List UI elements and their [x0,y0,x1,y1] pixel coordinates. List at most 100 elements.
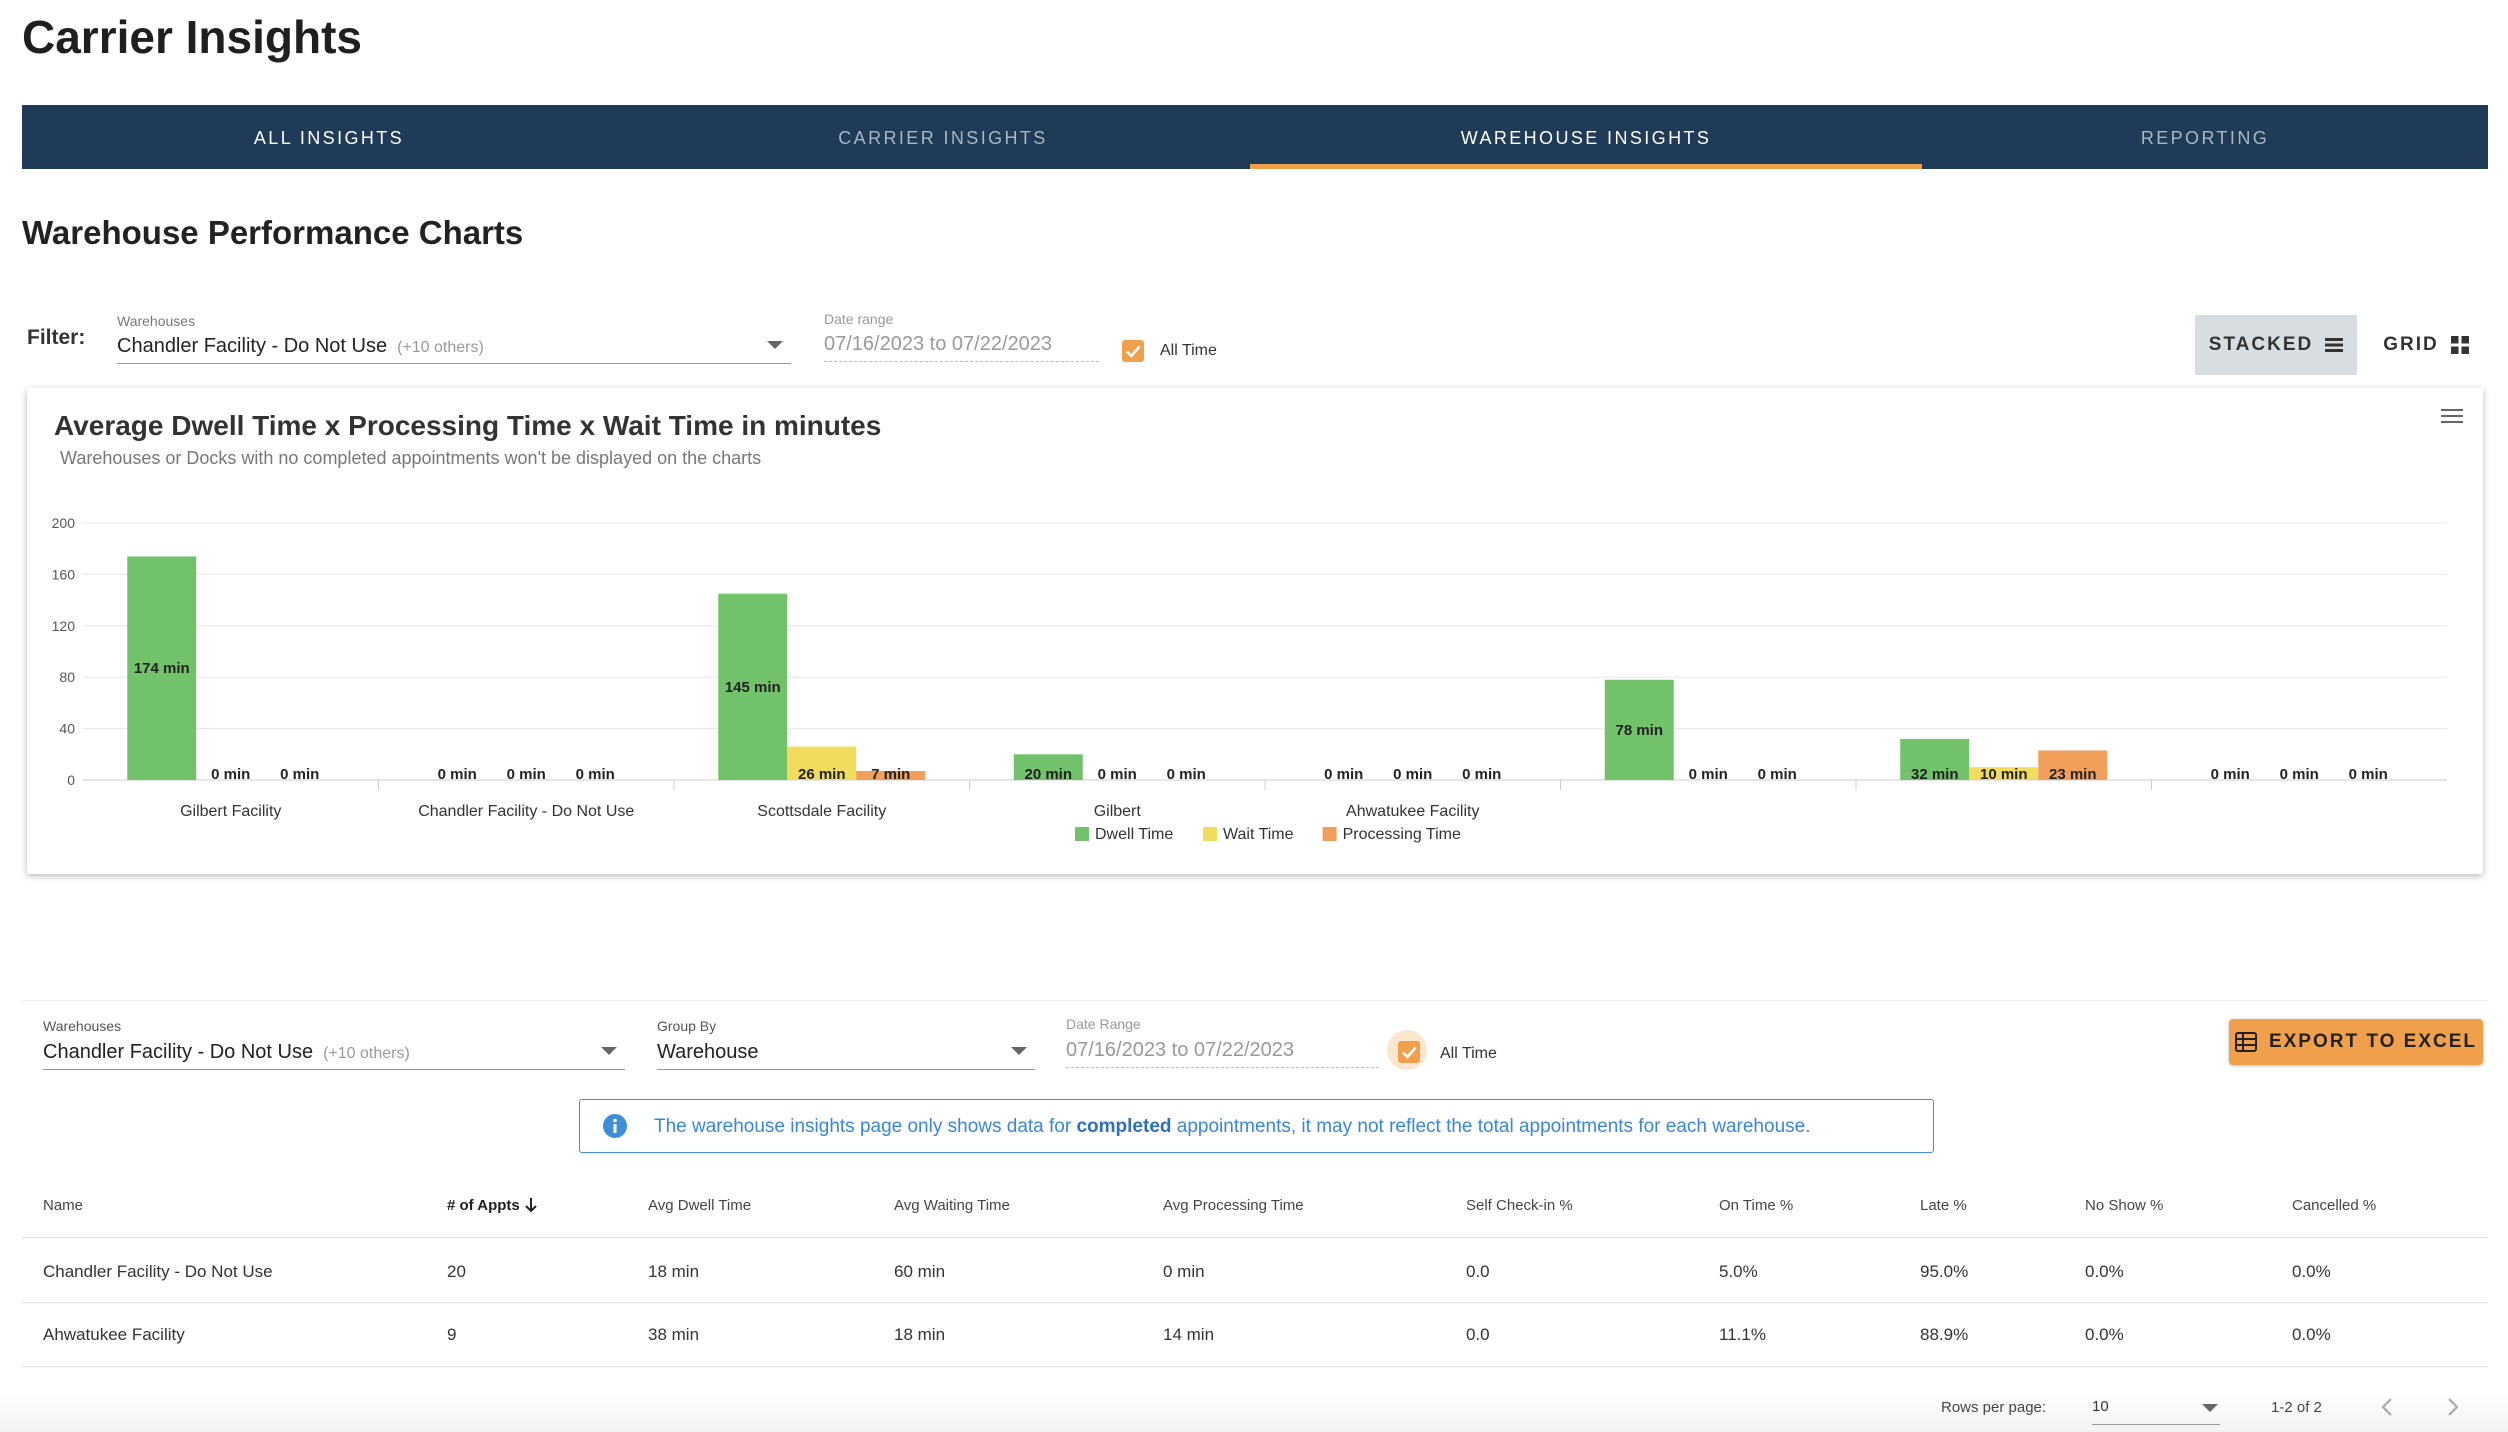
legend-swatch [1075,827,1089,841]
filter-label: Filter: [27,326,86,349]
bar [127,556,197,780]
row-divider [22,1366,2488,1367]
chart-subtitle: Warehouses or Docks with no completed ap… [60,448,762,468]
tab-bar: ALL INSIGHTS CARRIER INSIGHTS WAREHOUSE … [22,105,2488,169]
warehouses-select-hint: (+10 others) [397,339,484,356]
cell-avg-processing: 0 min [1163,1262,1205,1281]
group-by-select[interactable]: Warehouse [657,1031,1035,1070]
date-range-label: Date range [824,311,894,327]
data-label: 145 min [725,679,781,696]
column-header-no-show[interactable]: No Show % [2085,1197,2164,1214]
date-range-input[interactable]: 07/16/2023 to 07/22/2023 [824,333,1099,362]
info-banner: The warehouse insights page only shows d… [579,1099,1934,1153]
data-label: 174 min [134,660,190,677]
data-label: 10 min [1980,766,2028,783]
stacked-view-button[interactable]: STACKED [2195,315,2357,375]
warehouses-filter-label: Warehouses [117,313,196,329]
banner-text: The warehouse insights page only shows d… [654,1116,1810,1138]
data-label: 0 min [576,766,615,783]
data-label: 78 min [1615,722,1663,739]
bar [1969,767,2039,780]
cell-on-time: 11.1% [1719,1325,1766,1344]
column-header-name[interactable]: Name [43,1197,84,1214]
x-tick-label: Ahwatukee Facility [1346,803,1479,820]
legend-label: Processing Time [1343,826,1461,843]
data-label: 0 min [1324,766,1363,783]
export-to-excel-button[interactable]: EXPORT TO EXCEL [2229,1019,2483,1065]
column-header-avg-dwell[interactable]: Avg Dwell Time [648,1197,752,1214]
chevron-down-icon [2202,1404,2218,1412]
info-icon [603,1114,627,1138]
cell-cancelled: 0.0% [2292,1262,2331,1281]
chevron-right-icon[interactable] [2446,1396,2460,1418]
data-label: 26 min [798,766,846,783]
cell-late: 95.0% [1920,1262,1969,1281]
rows-per-page-value: 10 [2092,1398,2109,1415]
table-warehouses-select[interactable]: Chandler Facility - Do Not Use (+10 other… [43,1031,625,1070]
y-tick-label: 200 [52,515,76,531]
data-label: 20 min [1024,766,1072,783]
tab-reporting[interactable]: REPORTING [2140,128,2270,148]
row-divider [22,1302,2488,1303]
chart-menu-icon[interactable] [2441,408,2463,424]
data-label: 0 min [2211,766,2250,783]
column-header-late[interactable]: Late % [1920,1197,1967,1214]
cell-self-checkin: 0.0 [1466,1262,1490,1281]
bar [787,746,857,780]
y-tick-label: 40 [59,721,75,737]
table-date-range-input[interactable]: 07/16/2023 to 07/22/2023 [1066,1039,1379,1068]
warehouses-select[interactable]: Chandler Facility - Do Not Use (+10 other… [117,325,791,364]
bar [1013,754,1083,780]
y-tick-label: 80 [59,669,75,685]
banner-text-after: appointments, it may not reflect the tot… [1171,1116,1811,1137]
cell-avg-processing: 14 min [1163,1325,1215,1344]
tab-warehouse-insights[interactable]: WAREHOUSE INSIGHTS [1250,105,1922,169]
chevron-down-icon [767,341,783,349]
column-header-on-time[interactable]: On Time % [1719,1197,1794,1214]
column-header-self-checkin[interactable]: Self Check-in % [1466,1197,1573,1214]
bar-chart: 0 40 80 120 160 200 174 min 0 min 0 min Gilbert F… [52,515,2447,843]
cell-no-show: 0.0% [2085,1325,2124,1344]
divider [22,1000,2488,1001]
x-tick-label: Chandler Facility - Do Not Use [418,803,634,820]
legend-label: Dwell Time [1095,826,1173,843]
data-label: 0 min [1462,766,1501,783]
data-label: 0 min [1098,766,1137,783]
data-label: 0 min [2349,766,2388,783]
chevron-down-icon [601,1047,617,1055]
column-header-appts[interactable]: # of Appts [447,1197,538,1214]
column-header-avg-waiting[interactable]: Avg Waiting Time [894,1197,1010,1214]
x-tick-label: Gilbert Facility [180,803,281,820]
grid-view-button[interactable]: GRID [2370,315,2482,375]
column-header-appts-label: # of Appts [447,1197,520,1214]
y-tick-label: 0 [67,772,75,788]
all-time-checkbox[interactable] [1122,340,1144,362]
table-all-time-checkbox[interactable] [1398,1041,1420,1063]
cell-name: Ahwatukee Facility [43,1325,185,1344]
data-label: 0 min [1689,766,1728,783]
legend-label: Wait Time [1223,826,1294,843]
chevron-left-icon[interactable] [2380,1396,2394,1418]
cell-no-show: 0.0% [2085,1262,2124,1281]
cell-self-checkin: 0.0 [1466,1325,1490,1344]
table-all-time-label: All Time [1440,1045,1497,1062]
cell-name: Chandler Facility - Do Not Use [43,1262,273,1281]
rows-per-page-select[interactable]: 10 [2092,1390,2220,1425]
export-label: EXPORT TO EXCEL [2268,1031,2478,1052]
cell-appts: 20 [447,1262,466,1281]
banner-text-before: The warehouse insights page only shows d… [654,1116,1077,1137]
column-header-cancelled[interactable]: Cancelled % [2292,1197,2377,1214]
data-label: 0 min [2280,766,2319,783]
cell-late: 88.9% [1920,1325,1969,1344]
arrow-down-icon [525,1198,537,1213]
data-label: 0 min [211,766,250,783]
tab-carrier-insights[interactable]: CARRIER INSIGHTS [838,128,1048,148]
x-tick-label: Scottsdale Facility [757,803,886,820]
y-tick-label: 120 [52,618,76,634]
tab-all-insights[interactable]: ALL INSIGHTS [253,128,405,148]
chevron-down-icon [1011,1047,1027,1055]
column-header-avg-processing[interactable]: Avg Processing Time [1163,1197,1304,1214]
cell-avg-waiting: 18 min [894,1325,946,1344]
bar [718,593,788,780]
group-by-value: Warehouse [657,1041,759,1063]
